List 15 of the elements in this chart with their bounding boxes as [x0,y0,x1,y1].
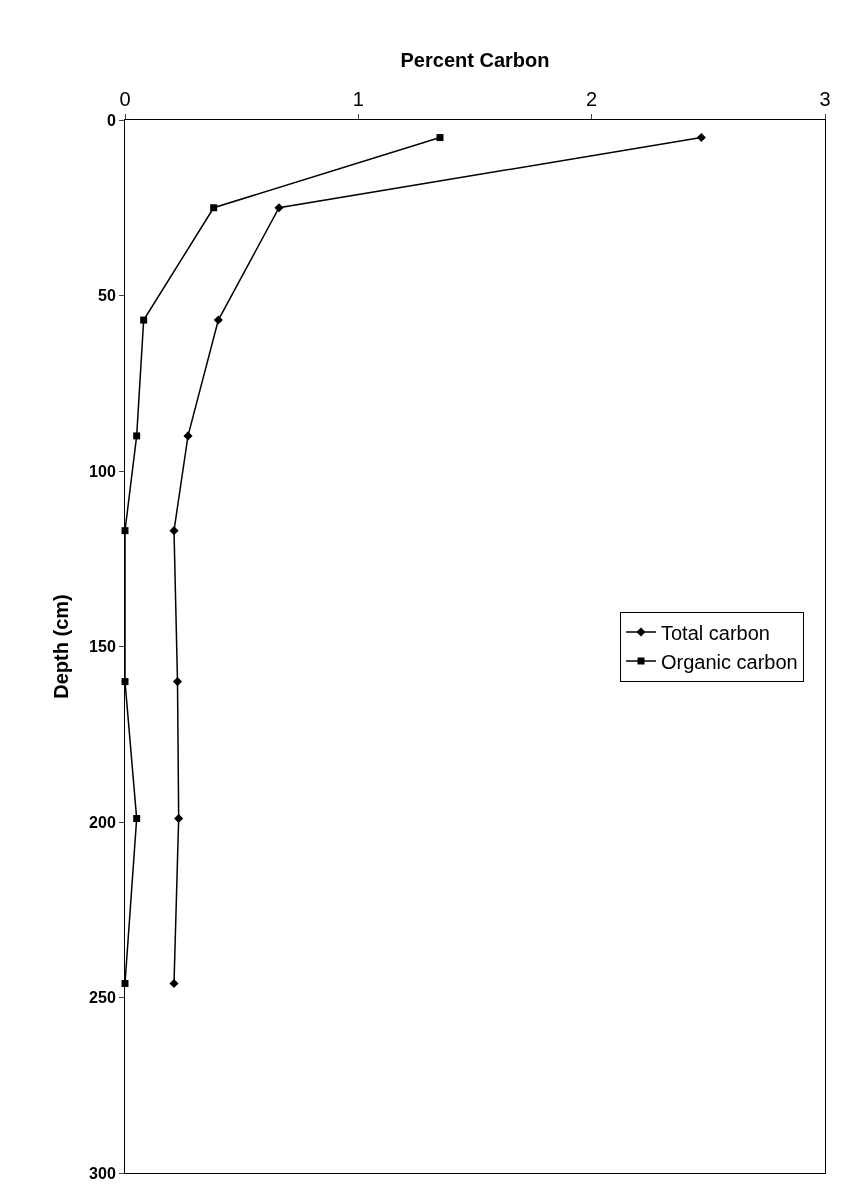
x-tick-label: 0 [119,88,131,110]
legend-label: Organic carbon [661,650,798,673]
y-axis-title: Depth (cm) [49,594,72,699]
x-tick-label: 3 [819,88,831,110]
y-tick-label: 300 [89,1164,116,1182]
y-tick-label: 150 [89,638,116,656]
y-tick-label: 0 [106,111,116,129]
y-tick-label: 100 [89,462,116,480]
legend-label: Total carbon [661,621,770,644]
y-tick-label: 200 [89,813,116,831]
y-tick-label: 50 [98,287,116,305]
x-tick-label: 2 [586,88,598,110]
y-tick-label: 250 [89,989,116,1007]
x-axis-title: Percent Carbon [400,48,550,71]
x-tick-label: 1 [352,88,364,110]
